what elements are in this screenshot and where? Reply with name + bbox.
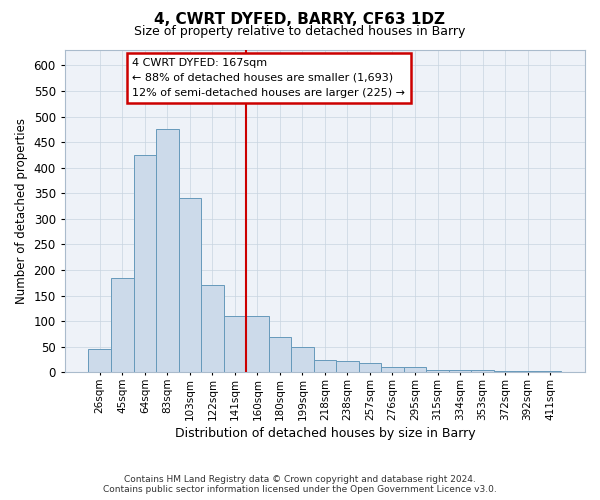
- Bar: [471, 370, 494, 372]
- Bar: [224, 316, 246, 372]
- Bar: [88, 350, 111, 372]
- Bar: [426, 370, 449, 372]
- Bar: [134, 155, 156, 372]
- Bar: [291, 347, 314, 372]
- Bar: [336, 361, 359, 372]
- Bar: [246, 316, 269, 372]
- Bar: [381, 368, 404, 372]
- Bar: [404, 368, 426, 372]
- X-axis label: Distribution of detached houses by size in Barry: Distribution of detached houses by size …: [175, 427, 475, 440]
- Text: Contains HM Land Registry data © Crown copyright and database right 2024.
Contai: Contains HM Land Registry data © Crown c…: [103, 474, 497, 494]
- Bar: [359, 363, 381, 372]
- Bar: [449, 370, 471, 372]
- Bar: [179, 198, 201, 372]
- Bar: [494, 371, 517, 372]
- Text: Size of property relative to detached houses in Barry: Size of property relative to detached ho…: [134, 25, 466, 38]
- Bar: [539, 371, 562, 372]
- Bar: [201, 286, 224, 372]
- Text: 4, CWRT DYFED, BARRY, CF63 1DZ: 4, CWRT DYFED, BARRY, CF63 1DZ: [155, 12, 445, 28]
- Bar: [314, 360, 336, 372]
- Bar: [111, 278, 134, 372]
- Text: 4 CWRT DYFED: 167sqm
← 88% of detached houses are smaller (1,693)
12% of semi-de: 4 CWRT DYFED: 167sqm ← 88% of detached h…: [133, 58, 406, 98]
- Y-axis label: Number of detached properties: Number of detached properties: [15, 118, 28, 304]
- Bar: [269, 336, 291, 372]
- Bar: [156, 130, 179, 372]
- Bar: [517, 371, 539, 372]
